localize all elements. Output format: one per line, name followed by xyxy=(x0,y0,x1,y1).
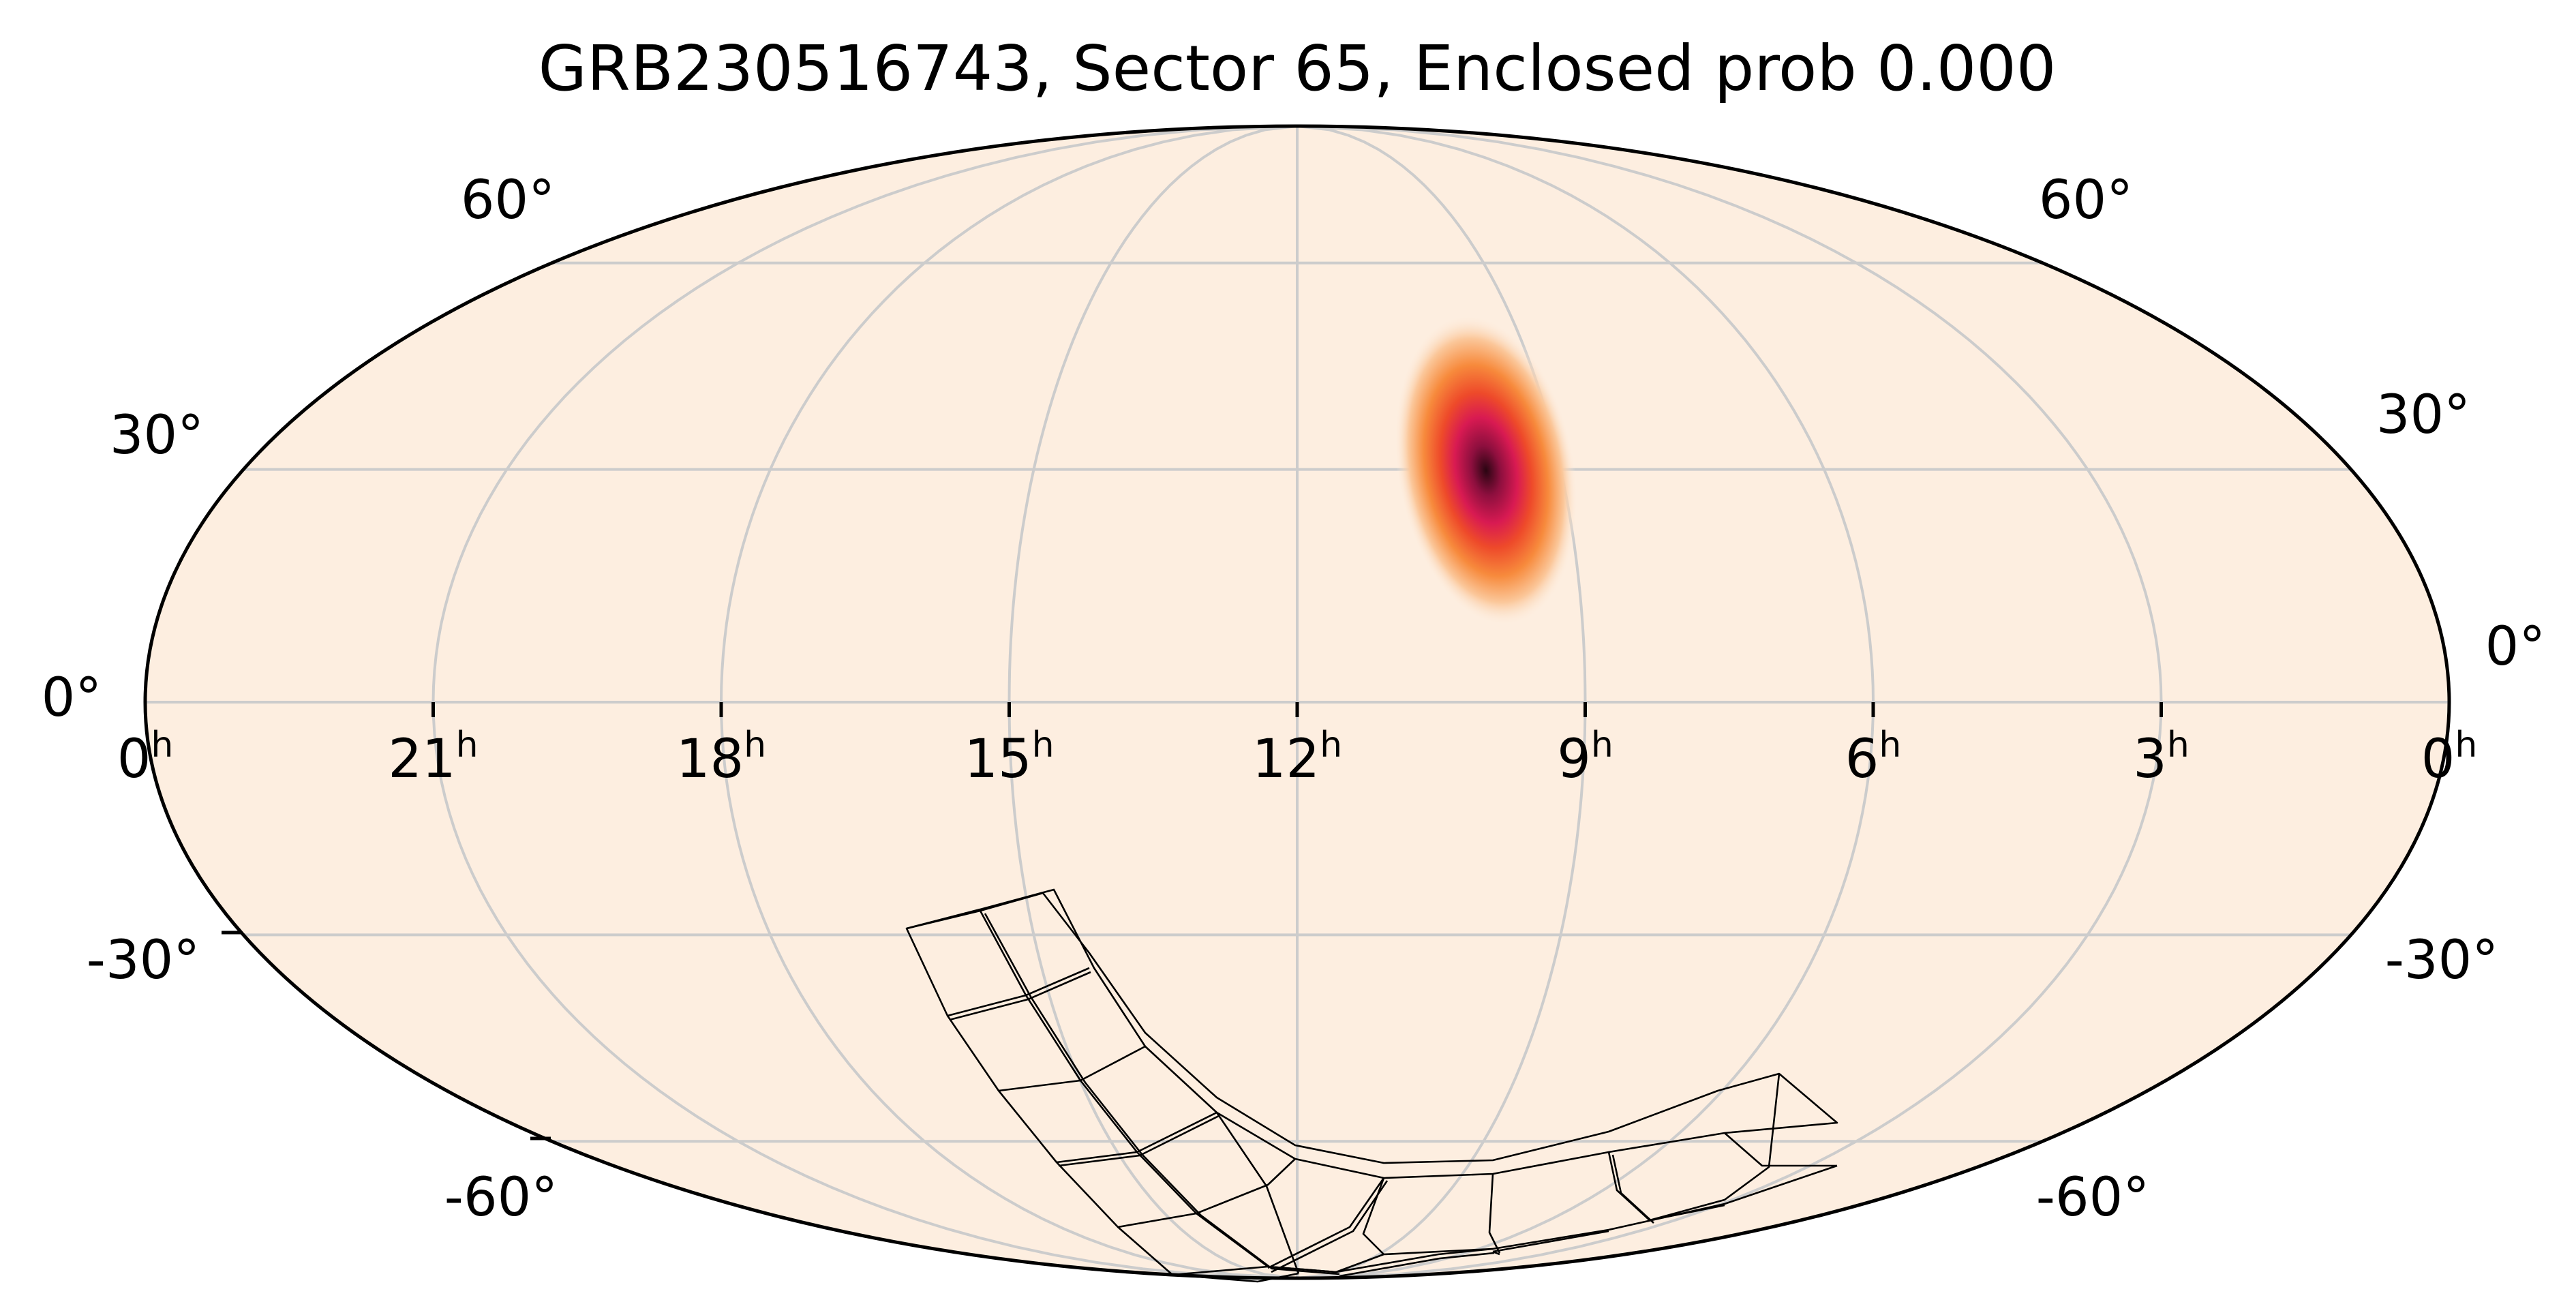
dec-label-minus30-right: -30° xyxy=(2385,930,2498,991)
ra-label-unit: h xyxy=(1591,725,1613,766)
localization-probability-blob xyxy=(1394,315,1578,626)
ra-label-hours: 21 xyxy=(388,729,455,790)
dec-label-0-left: 0° xyxy=(42,667,102,729)
ra-label: 18h xyxy=(676,725,766,790)
ra-label: 3h xyxy=(2133,725,2189,790)
ra-label: 0h xyxy=(2421,725,2478,790)
ra-label: 15h xyxy=(964,725,1054,790)
ra-label-hours: 12 xyxy=(1252,729,1320,790)
ra-label-unit: h xyxy=(456,725,479,766)
ra-label-unit: h xyxy=(1879,725,1901,766)
dec-label-0-right: 0° xyxy=(2485,616,2546,678)
ra-label-hours: 3 xyxy=(2133,729,2167,790)
ra-label: 0h xyxy=(117,725,174,790)
ra-label: 12h xyxy=(1252,725,1342,790)
ra-label: 21h xyxy=(388,725,478,790)
dec-label-minus60-left: -60° xyxy=(444,1167,558,1228)
dec-label-30-right: 30° xyxy=(2376,384,2470,446)
tess-sector-footprint xyxy=(905,888,1838,1283)
dec-label-30-left: 30° xyxy=(110,405,204,466)
dec-label-60-right: 60° xyxy=(2039,170,2133,231)
ra-label-unit: h xyxy=(1320,725,1342,766)
ra-label-hours: 6 xyxy=(1845,729,1879,790)
ra-label-unit: h xyxy=(744,725,766,766)
dec-label-60-left: 60° xyxy=(461,170,555,231)
ra-label-unit: h xyxy=(2455,725,2477,766)
ra-label-hours: 15 xyxy=(964,729,1031,790)
dec-label-minus60-right: -60° xyxy=(2036,1167,2149,1228)
ra-label-hours: 18 xyxy=(676,729,744,790)
sky-ellipse-outline xyxy=(143,124,2451,1280)
ra-label: 9h xyxy=(1557,725,1613,790)
ra-label-unit: h xyxy=(151,725,173,766)
ra-label: 6h xyxy=(1845,725,1902,790)
ra-tick-marks xyxy=(431,702,2163,717)
ra-axis-labels: 0h 21h 18h 15h 12h 9h 6h 3h 0h xyxy=(117,725,2478,790)
ra-label-hours: 0 xyxy=(2421,729,2455,790)
ra-label-unit: h xyxy=(1032,725,1055,766)
chart-title: GRB230516743, Sector 65, Enclosed prob 0… xyxy=(539,32,2057,105)
ra-label-hours: 0 xyxy=(117,729,151,790)
ra-label-unit: h xyxy=(2167,725,2189,766)
dec-label-minus30-left: -30° xyxy=(87,930,200,991)
ra-label-hours: 9 xyxy=(1557,729,1591,790)
